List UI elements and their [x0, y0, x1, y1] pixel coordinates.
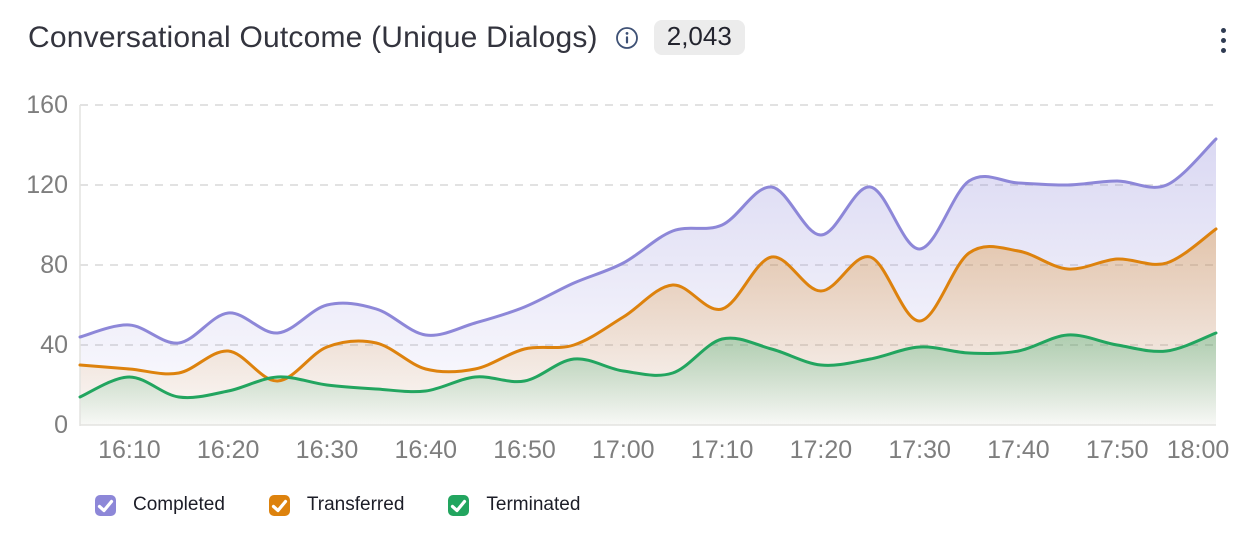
chart-legend: Completed Transferred Terminated — [95, 494, 580, 516]
x-tick-label: 17:00 — [592, 436, 655, 464]
x-tick-label: 17:40 — [987, 436, 1050, 464]
legend-label: Completed — [133, 494, 225, 515]
area-terminated — [80, 333, 1216, 425]
legend-checkbox-terminated[interactable] — [448, 494, 470, 516]
legend-item-completed[interactable]: Completed — [95, 494, 225, 516]
checkmark-icon — [97, 499, 114, 512]
x-tick-label: 17:10 — [691, 436, 754, 464]
x-tick-label: 16:40 — [394, 436, 457, 464]
line-completed — [78, 137, 1218, 345]
kebab-dot — [1220, 47, 1226, 53]
y-tick-label: 80 — [40, 251, 68, 279]
y-tick-label: 0 — [54, 411, 68, 439]
line-terminated — [78, 331, 1218, 400]
legend-checkbox-transferred[interactable] — [268, 494, 290, 516]
chart-header: Conversational Outcome (Unique Dialogs) … — [28, 20, 745, 56]
y-tick-label: 40 — [40, 331, 68, 359]
x-tick-label: 17:30 — [888, 436, 951, 464]
y-tick-label: 160 — [26, 91, 68, 119]
x-tick-label: 16:20 — [197, 436, 260, 464]
more-options-button[interactable] — [1212, 21, 1234, 59]
x-tick-label: 18:00 — [1167, 436, 1230, 464]
x-tick-label: 16:30 — [296, 436, 359, 464]
page-title: Conversational Outcome (Unique Dialogs) — [28, 20, 598, 54]
checkmark-icon — [271, 499, 287, 512]
legend-label: Terminated — [486, 494, 581, 515]
x-tick-label: 17:50 — [1086, 436, 1149, 464]
checkmark-icon — [451, 499, 467, 512]
x-tick-label: 16:10 — [98, 436, 161, 464]
legend-checkbox-completed[interactable] — [95, 494, 116, 516]
info-circle-icon — [615, 26, 638, 49]
kebab-dot — [1220, 37, 1226, 43]
legend-item-terminated[interactable]: Terminated — [448, 494, 580, 516]
x-tick-label: 17:20 — [790, 436, 853, 464]
total-badge: 2,043 — [653, 20, 745, 56]
line-transferred — [78, 227, 1218, 383]
x-tick-label: 16:50 — [493, 436, 556, 464]
info-icon[interactable] — [615, 26, 639, 50]
legend-item-transferred[interactable]: Transferred — [268, 494, 405, 516]
legend-label: Transferred — [306, 494, 405, 515]
kebab-dot — [1220, 27, 1226, 33]
y-tick-label: 120 — [26, 171, 68, 199]
